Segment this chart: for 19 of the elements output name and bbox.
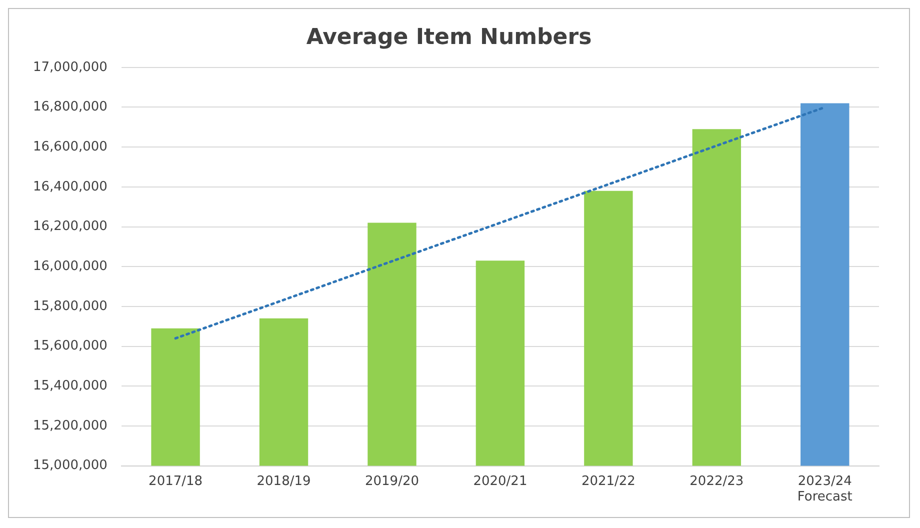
- y-tick-label: 17,000,000: [32, 60, 108, 75]
- x-tick-label: 2023/24 Forecast: [797, 474, 852, 505]
- x-tick-label: 2018/19: [256, 474, 311, 489]
- y-tick-label: 15,800,000: [32, 298, 108, 314]
- y-tick-label: 15,600,000: [32, 338, 108, 354]
- chart-title: Average Item Numbers: [306, 24, 592, 50]
- y-tick-label: 16,200,000: [32, 219, 108, 234]
- y-tick-label: 15,200,000: [32, 418, 108, 434]
- y-tick-label: 16,600,000: [32, 139, 108, 154]
- x-tick-label: 2021/22: [581, 474, 636, 489]
- x-tick-label: 2017/18: [148, 474, 203, 489]
- y-tick-label: 15,400,000: [32, 378, 108, 394]
- x-tick-label: 2019/20: [364, 474, 419, 489]
- y-tick-label: 16,400,000: [32, 179, 108, 194]
- x-tick-label: 2022/23: [690, 474, 744, 489]
- x-tick-label: 2020/21: [473, 474, 528, 489]
- y-tick-label: 16,800,000: [32, 100, 108, 115]
- y-tick-label: 16,000,000: [32, 258, 108, 274]
- y-tick-label: 15,000,000: [32, 458, 108, 474]
